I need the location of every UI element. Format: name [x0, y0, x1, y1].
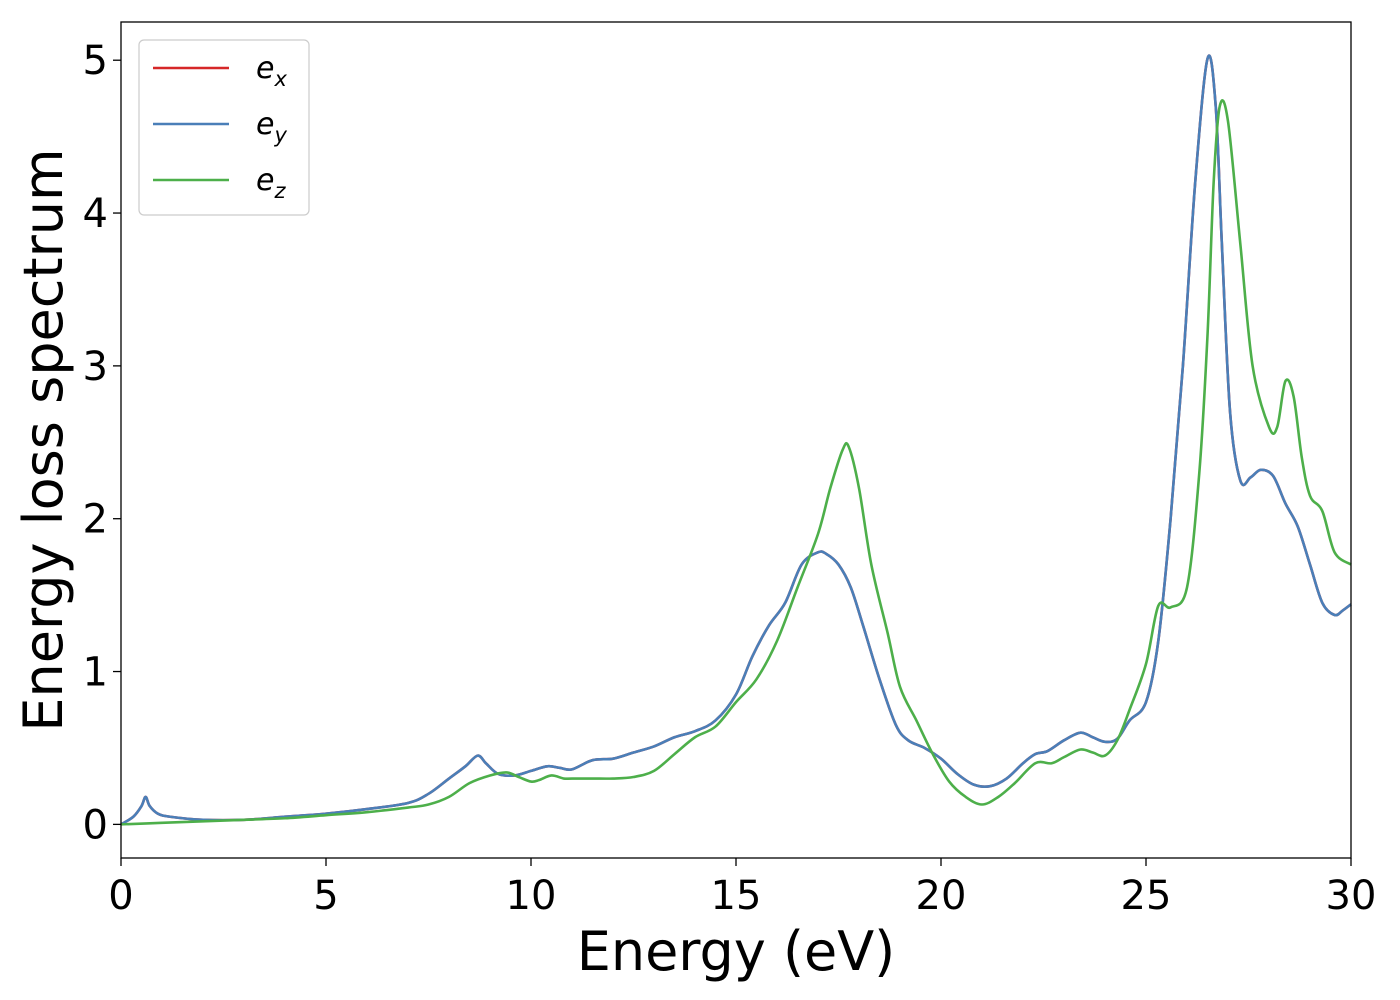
legend-label-ex: ex: [256, 51, 287, 91]
y-axis-ticks: 0 1 2 3 4 5: [83, 38, 121, 848]
legend-box: [138, 39, 310, 216]
x-tick-label: 20: [916, 873, 967, 919]
x-axis-label: Energy (eV): [577, 920, 896, 983]
series-line-ez: [120, 99, 1352, 826]
x-tick-label: 10: [506, 873, 557, 919]
series-layer: [120, 54, 1352, 826]
y-tick-label: 4: [83, 191, 108, 237]
x-tick-label: 5: [313, 873, 338, 919]
legend-label-ey: ey: [256, 107, 287, 147]
y-tick-label: 0: [83, 802, 108, 848]
x-tick-label: 0: [108, 873, 133, 919]
legend: ex ey ez: [138, 39, 310, 216]
x-tick-label: 15: [711, 873, 762, 919]
x-tick-label: 25: [1121, 873, 1172, 919]
x-tick-label: 30: [1326, 873, 1377, 919]
y-tick-label: 2: [83, 497, 108, 543]
series-line-ey: [120, 54, 1352, 826]
y-tick-label: 5: [83, 38, 108, 84]
y-tick-label: 3: [83, 344, 108, 390]
y-axis-label: Energy loss spectrum: [12, 148, 75, 731]
legend-label-ez: ez: [256, 163, 286, 203]
x-axis-ticks: 0 5 10 15 20 25 30: [108, 858, 1376, 919]
y-tick-label: 1: [83, 650, 108, 696]
legend-items: ex ey ez: [153, 51, 287, 203]
